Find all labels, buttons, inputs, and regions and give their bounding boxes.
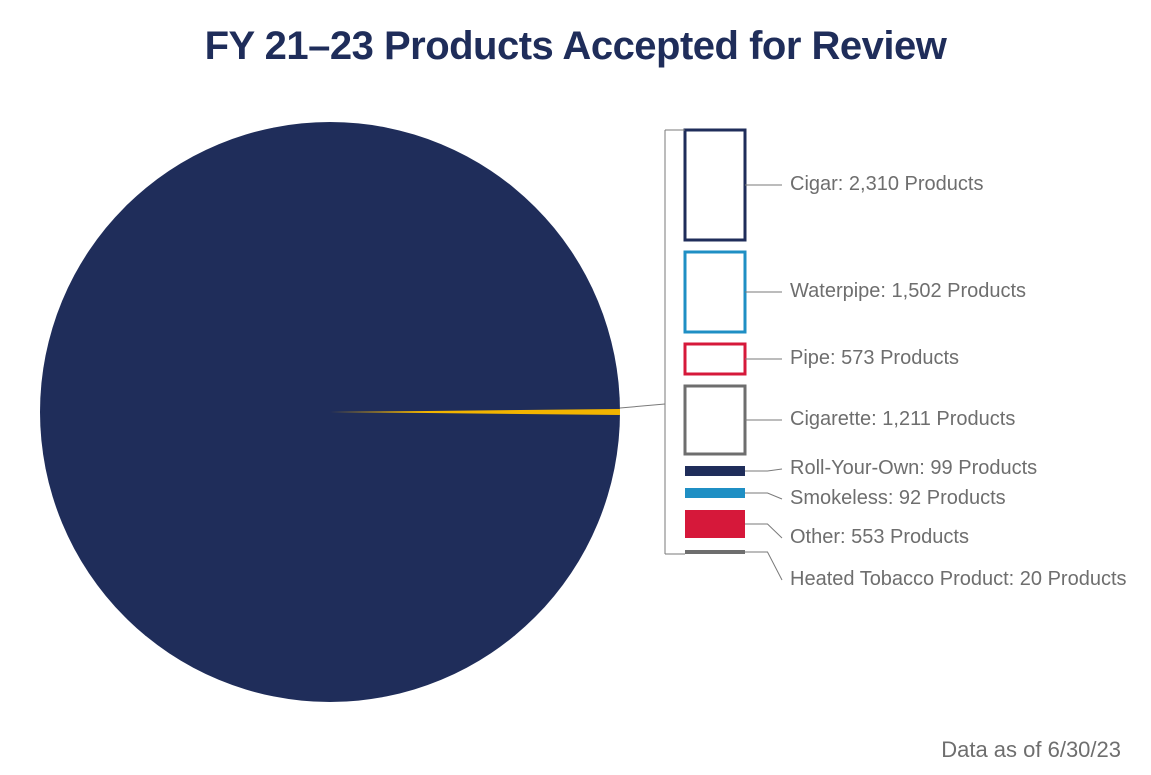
leader-from-pie — [620, 404, 665, 408]
breakdown-box-htp — [685, 550, 745, 554]
chart-footer: Data as of 6/30/23 — [941, 737, 1121, 763]
breakdown-box-ryo — [685, 466, 745, 476]
breakdown-box-cigarette — [685, 386, 745, 454]
breakdown-box-smokeless — [685, 488, 745, 498]
leader-other — [745, 524, 782, 538]
legend-label-pipe: Pipe: 573 Products — [790, 347, 959, 370]
legend-label-htp: Heated Tobacco Product: 20 Products — [790, 568, 1127, 591]
legend-label-other: Other: 553 Products — [790, 526, 969, 549]
breakdown-box-pipe — [685, 344, 745, 374]
legend-label-waterpipe: Waterpipe: 1,502 Products — [790, 280, 1026, 303]
leader-smokeless — [745, 493, 782, 499]
legend-label-ryo: Roll-Your-Own: 99 Products — [790, 457, 1037, 480]
breakdown-box-cigar — [685, 130, 745, 240]
chart-svg — [0, 0, 1151, 775]
legend-label-smokeless: Smokeless: 92 Products — [790, 487, 1006, 510]
legend-label-cigar: Cigar: 2,310 Products — [790, 173, 983, 196]
leader-ryo — [745, 469, 782, 471]
legend-label-cigarette: Cigarette: 1,211 Products — [790, 408, 1015, 431]
leader-htp — [745, 552, 782, 580]
breakdown-box-waterpipe — [685, 252, 745, 332]
breakdown-box-other — [685, 510, 745, 538]
